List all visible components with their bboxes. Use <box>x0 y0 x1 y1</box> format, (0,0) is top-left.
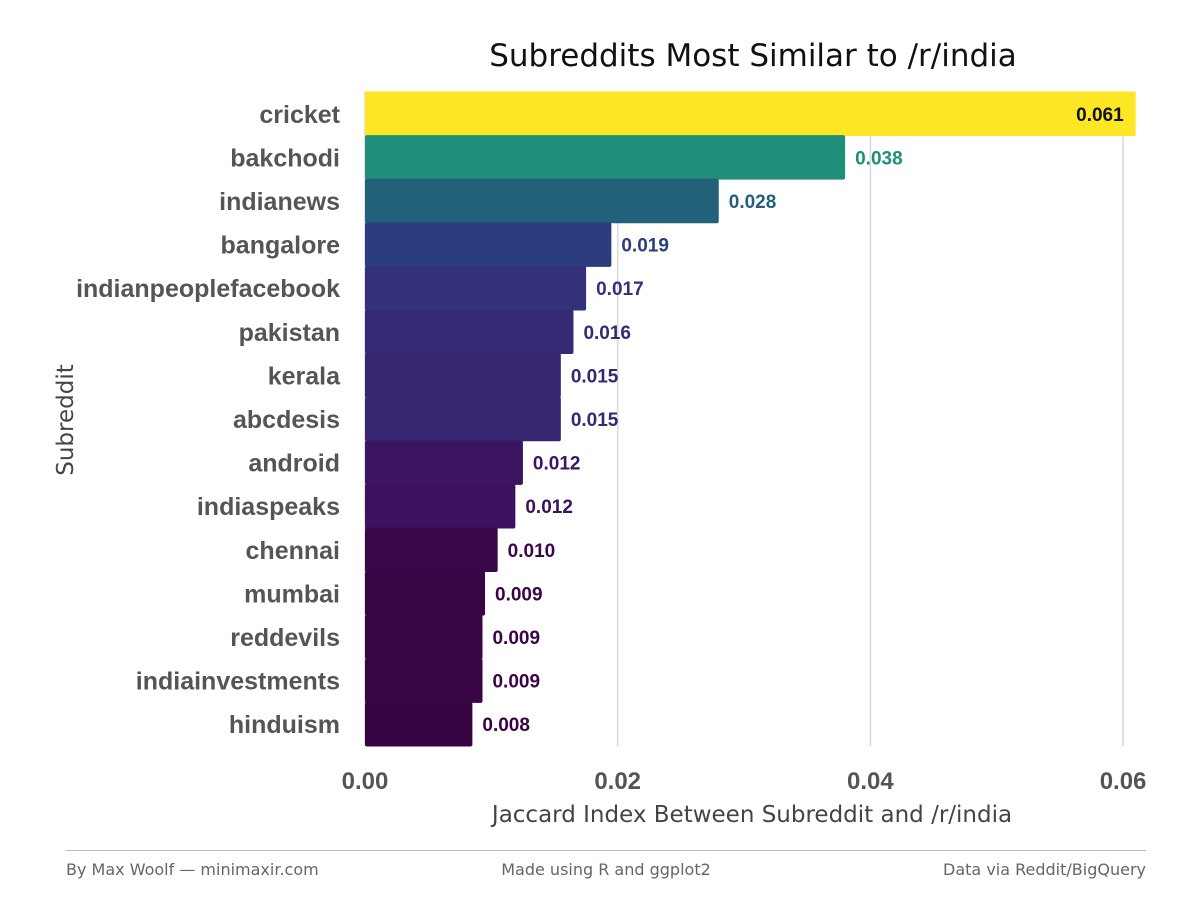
footer-divider <box>66 850 1146 851</box>
category-label-indianpeoplefacebook: indianpeoplefacebook <box>76 275 340 303</box>
category-label-chennai: chennai <box>246 537 340 565</box>
value-label-indianews: 0.028 <box>729 192 777 213</box>
value-label-bangalore: 0.019 <box>621 236 669 257</box>
bar-cricket <box>365 91 1136 137</box>
x-tick-label-0: 0.00 <box>342 768 389 795</box>
bar-bangalore <box>365 222 612 267</box>
bar-indiainvestments <box>365 658 483 703</box>
bar-hinduism <box>365 701 473 747</box>
footer-credit: By Max Woolf — minimaxir.com <box>66 860 319 879</box>
value-label-kerala: 0.015 <box>571 366 619 387</box>
footer-tools: Made using R and ggplot2 <box>501 860 711 879</box>
category-label-abcdesis: abcdesis <box>233 406 340 434</box>
value-label-mumbai: 0.009 <box>495 584 543 605</box>
bars <box>365 91 1136 747</box>
category-labels: cricket bakchodi indianews bangalore indianp… <box>76 101 341 739</box>
chart-title: Subreddits Most Similar to /r/india <box>489 38 1017 74</box>
category-label-reddevils: reddevils <box>230 624 340 652</box>
value-label-indiaspeaks: 0.012 <box>525 497 573 518</box>
value-label-chennai: 0.010 <box>508 541 556 562</box>
value-label-indiainvestments: 0.009 <box>492 672 540 693</box>
category-label-hinduism: hinduism <box>229 711 340 739</box>
value-label-reddevils: 0.009 <box>492 628 540 649</box>
value-labels: 0.061 0.038 0.028 0.019 0.017 0.016 0.015 0.015… <box>482 105 1124 736</box>
category-label-pakistan: pakistan <box>239 319 340 347</box>
bar-indianpeoplefacebook <box>365 265 587 311</box>
value-label-abcdesis: 0.015 <box>571 410 619 431</box>
value-label-bakchodi: 0.038 <box>855 148 903 169</box>
footer-source: Data via Reddit/BigQuery <box>943 860 1146 879</box>
y-axis-label: Subreddit <box>53 364 79 476</box>
bar-chennai <box>365 527 498 573</box>
category-label-indianews: indianews <box>219 188 340 216</box>
value-label-pakistan: 0.016 <box>583 323 631 344</box>
bar-reddevils <box>365 614 483 660</box>
bar-indiaspeaks <box>365 483 516 529</box>
x-axis-label: Jaccard Index Between Subreddit and /r/i… <box>490 802 1012 828</box>
bar-android <box>365 440 523 485</box>
category-label-indiaspeaks: indiaspeaks <box>197 493 340 521</box>
x-axis-ticks: 0.00 0.02 0.04 0.06 <box>342 768 1147 795</box>
category-label-kerala: kerala <box>268 362 341 390</box>
bar-kerala <box>365 353 561 398</box>
category-label-mumbai: mumbai <box>244 580 340 608</box>
bar-pakistan <box>365 309 574 355</box>
category-label-bakchodi: bakchodi <box>230 144 340 172</box>
value-label-hinduism: 0.008 <box>482 715 530 736</box>
bar-abcdesis <box>365 396 561 442</box>
bar-indianews <box>365 178 719 224</box>
bar-bakchodi <box>365 135 846 180</box>
x-tick-label-2: 0.04 <box>847 768 894 795</box>
category-label-cricket: cricket <box>259 101 340 129</box>
bar-mumbai <box>365 571 486 616</box>
value-label-android: 0.012 <box>533 454 581 475</box>
category-label-indiainvestments: indiainvestments <box>136 668 340 696</box>
value-label-indianpeoplefacebook: 0.017 <box>596 279 644 300</box>
bar-chart: Subreddits Most Similar to /r/india Subr… <box>53 38 1147 828</box>
category-label-android: android <box>248 450 340 478</box>
value-label-cricket: 0.061 <box>1076 105 1124 126</box>
x-tick-label-1: 0.02 <box>594 768 641 795</box>
x-tick-label-3: 0.06 <box>1100 768 1147 795</box>
category-label-bangalore: bangalore <box>221 232 341 260</box>
